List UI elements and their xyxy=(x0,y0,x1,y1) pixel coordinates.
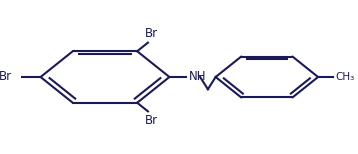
Text: Br: Br xyxy=(145,114,158,127)
Text: NH: NH xyxy=(189,71,207,83)
Text: Br: Br xyxy=(0,71,13,83)
Text: CH₃: CH₃ xyxy=(335,72,355,82)
Text: Br: Br xyxy=(145,27,158,40)
